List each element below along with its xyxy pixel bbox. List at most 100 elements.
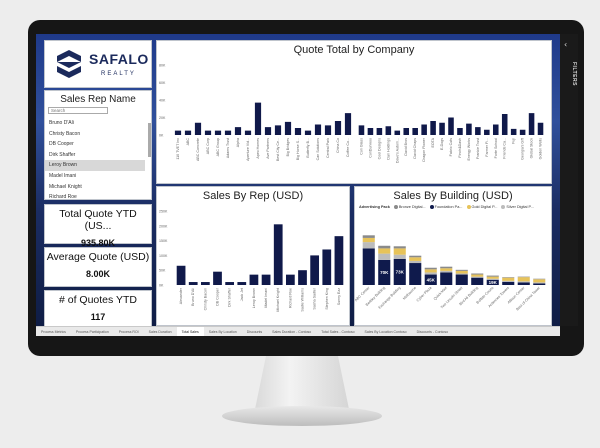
stacked-segment[interactable] bbox=[378, 259, 391, 285]
stacked-segment[interactable] bbox=[362, 242, 375, 249]
stacked-segment[interactable] bbox=[409, 257, 422, 261]
stacked-segment[interactable] bbox=[471, 277, 484, 285]
stacked-segment[interactable] bbox=[517, 276, 530, 278]
bar[interactable] bbox=[274, 125, 282, 135]
bar[interactable] bbox=[466, 123, 472, 135]
stacked-segment[interactable] bbox=[486, 276, 499, 279]
stacked-segment[interactable] bbox=[440, 266, 453, 269]
slicer-item[interactable]: Bruno D'Ali bbox=[49, 120, 74, 126]
bar[interactable] bbox=[264, 127, 272, 135]
bar[interactable] bbox=[261, 274, 271, 285]
bar[interactable] bbox=[174, 130, 182, 135]
bar[interactable] bbox=[284, 121, 292, 135]
stacked-segment[interactable] bbox=[486, 278, 499, 280]
report-tab[interactable]: Total Sales - Contoso bbox=[321, 330, 355, 334]
bar[interactable] bbox=[249, 274, 259, 285]
stacked-segment[interactable] bbox=[393, 254, 406, 259]
stacked-segment[interactable] bbox=[409, 263, 422, 285]
bar[interactable] bbox=[528, 113, 535, 135]
stacked-segment[interactable] bbox=[378, 245, 391, 249]
stacked-segment[interactable] bbox=[378, 253, 391, 260]
bar[interactable] bbox=[304, 130, 312, 135]
bar[interactable] bbox=[421, 124, 427, 136]
stacked-segment[interactable] bbox=[455, 273, 468, 275]
collapse-arrow-icon[interactable]: ‹ bbox=[564, 40, 568, 49]
bar[interactable] bbox=[237, 282, 247, 285]
stacked-segment[interactable] bbox=[393, 258, 406, 285]
stacked-segment[interactable] bbox=[471, 274, 484, 277]
bar[interactable] bbox=[225, 282, 235, 285]
bar[interactable] bbox=[244, 130, 252, 135]
stacked-segment[interactable] bbox=[486, 279, 499, 285]
bar[interactable] bbox=[430, 121, 436, 135]
bar[interactable] bbox=[322, 249, 332, 285]
stacked-segment[interactable] bbox=[362, 235, 375, 238]
stacked-segment[interactable] bbox=[440, 272, 453, 285]
bar[interactable] bbox=[358, 125, 365, 135]
report-tab[interactable]: Sales By Location bbox=[208, 330, 237, 334]
slicer-item[interactable]: Richard Roe bbox=[49, 194, 77, 201]
slicer-item[interactable]: Dirk Shaffer bbox=[49, 151, 76, 158]
bar[interactable] bbox=[537, 122, 544, 135]
bar[interactable] bbox=[176, 265, 186, 285]
stacked-segment[interactable] bbox=[502, 277, 515, 278]
stacked-segment[interactable] bbox=[424, 274, 437, 285]
stacked-segment[interactable] bbox=[486, 275, 499, 277]
stacked-segment[interactable] bbox=[502, 277, 515, 281]
legend-item[interactable]: Bronze Digital... bbox=[393, 205, 426, 209]
report-tab[interactable]: Process Metrics bbox=[41, 330, 66, 334]
report-tab[interactable]: Discounts bbox=[246, 330, 263, 334]
stacked-segment[interactable] bbox=[533, 283, 546, 285]
slicer-item[interactable]: Leroy Brown bbox=[45, 160, 145, 171]
stacked-segment[interactable] bbox=[517, 277, 530, 282]
stacked-segment[interactable] bbox=[393, 246, 406, 249]
bar[interactable] bbox=[376, 128, 383, 135]
bar[interactable] bbox=[403, 128, 410, 135]
bar[interactable] bbox=[385, 126, 392, 135]
stacked-segment[interactable] bbox=[378, 248, 391, 254]
bar[interactable] bbox=[344, 113, 352, 135]
stacked-segment[interactable] bbox=[533, 278, 546, 280]
stacked-segment[interactable] bbox=[533, 282, 546, 284]
stacked-segment[interactable] bbox=[393, 248, 406, 255]
bar[interactable] bbox=[254, 102, 262, 135]
report-tab[interactable]: Discounts - Contoso bbox=[416, 330, 449, 334]
legend-item[interactable]: Foundation Pa... bbox=[429, 205, 463, 209]
stacked-segment[interactable] bbox=[362, 248, 375, 285]
bar[interactable] bbox=[184, 130, 192, 135]
report-tab[interactable]: Process ROI bbox=[118, 330, 139, 334]
stacked-segment[interactable] bbox=[424, 272, 437, 275]
bar[interactable] bbox=[324, 125, 332, 135]
bar[interactable] bbox=[273, 224, 283, 285]
stacked-segment[interactable] bbox=[440, 268, 453, 271]
stacked-segment[interactable] bbox=[517, 281, 530, 283]
bar[interactable] bbox=[285, 274, 295, 285]
bar[interactable] bbox=[334, 121, 342, 135]
stacked-segment[interactable] bbox=[455, 274, 468, 285]
bar[interactable] bbox=[439, 122, 445, 135]
report-tab[interactable]: Process Participation bbox=[75, 330, 109, 334]
slicer-item[interactable]: Michael Knight bbox=[49, 183, 82, 190]
stacked-segment[interactable] bbox=[471, 276, 484, 278]
slicer-item[interactable]: Madel Imani bbox=[49, 172, 77, 179]
bar[interactable] bbox=[214, 130, 222, 135]
report-tab[interactable]: Sales Duration bbox=[148, 330, 172, 334]
stacked-segment[interactable] bbox=[424, 267, 437, 270]
bar[interactable] bbox=[412, 128, 418, 135]
bar[interactable] bbox=[510, 128, 517, 135]
slicer-scrollbar[interactable] bbox=[148, 123, 151, 157]
bar[interactable] bbox=[484, 129, 490, 135]
bar[interactable] bbox=[213, 271, 222, 285]
bar[interactable] bbox=[501, 114, 508, 135]
stacked-segment[interactable] bbox=[362, 237, 375, 243]
report-tab[interactable]: Sales Duration - Contoso bbox=[272, 330, 312, 334]
stacked-segment[interactable] bbox=[502, 281, 515, 285]
stacked-segment[interactable] bbox=[455, 270, 468, 274]
bar[interactable] bbox=[475, 127, 481, 135]
bar[interactable] bbox=[394, 130, 401, 135]
bar[interactable] bbox=[294, 128, 302, 135]
bar[interactable] bbox=[200, 282, 210, 285]
stacked-segment[interactable] bbox=[533, 279, 546, 283]
stacked-segment[interactable] bbox=[471, 273, 484, 275]
stacked-segment[interactable] bbox=[502, 280, 515, 282]
